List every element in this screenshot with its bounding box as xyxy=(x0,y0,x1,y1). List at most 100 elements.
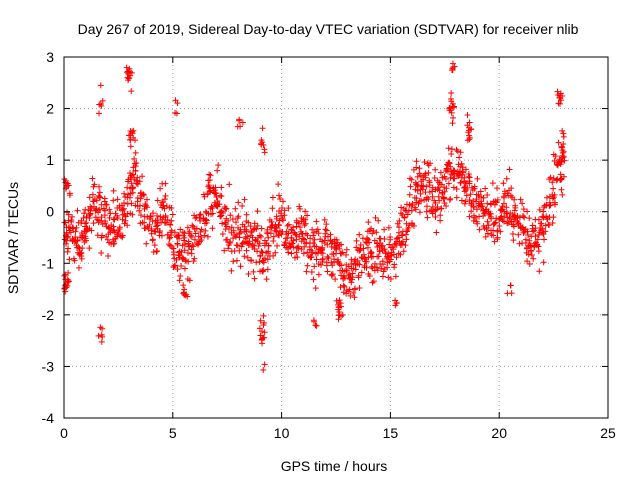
y-axis-label: SDTVAR / TECUs xyxy=(5,182,21,294)
data-point-marker xyxy=(377,239,384,246)
data-point-marker xyxy=(517,196,524,203)
data-point-marker xyxy=(414,187,421,194)
data-point-marker xyxy=(504,290,511,297)
y-tick-label: 0 xyxy=(46,204,54,220)
data-point-marker xyxy=(270,233,277,240)
data-point-marker xyxy=(327,231,334,238)
data-point-marker xyxy=(221,247,228,254)
data-point-marker xyxy=(281,207,288,214)
data-point-marker xyxy=(524,258,531,265)
data-point-marker xyxy=(558,176,565,183)
data-point-marker xyxy=(543,213,550,220)
data-point-marker xyxy=(341,274,348,281)
data-point-marker xyxy=(432,166,439,173)
x-tick-labels: 0 5 10 15 20 25 xyxy=(60,425,616,441)
data-point-marker xyxy=(526,242,533,249)
data-point-marker xyxy=(403,228,410,235)
data-point-marker xyxy=(398,232,405,239)
data-point-marker xyxy=(230,227,237,234)
data-point-marker xyxy=(497,228,504,235)
data-point-marker xyxy=(319,255,326,262)
data-point-marker xyxy=(132,168,139,175)
data-point-marker xyxy=(433,206,440,213)
data-point-marker xyxy=(445,180,452,187)
data-point-marker xyxy=(71,257,78,264)
data-point-marker xyxy=(130,171,137,178)
data-point-marker xyxy=(142,202,149,209)
data-point-marker xyxy=(450,184,457,191)
data-point-marker xyxy=(526,215,533,222)
data-point-marker xyxy=(219,231,226,238)
data-point-marker xyxy=(218,193,225,200)
data-point-marker xyxy=(484,230,491,237)
data-point-marker xyxy=(137,190,144,197)
data-point-marker xyxy=(489,180,496,187)
data-point-marker xyxy=(453,186,460,193)
data-point-marker xyxy=(471,183,478,190)
data-point-marker xyxy=(111,216,118,223)
data-point-marker xyxy=(97,194,104,201)
data-point-marker xyxy=(212,190,219,197)
data-point-marker xyxy=(184,249,191,256)
data-point-marker xyxy=(334,239,341,246)
data-point-marker xyxy=(457,149,464,156)
data-point-marker xyxy=(481,209,488,216)
data-point-marker xyxy=(186,228,193,235)
data-point-marker xyxy=(351,286,358,293)
data-point-marker xyxy=(550,185,557,192)
data-point-marker xyxy=(154,197,161,204)
data-point-marker xyxy=(168,204,175,211)
data-point-marker xyxy=(93,197,100,204)
data-point-marker xyxy=(239,119,246,126)
data-point-marker xyxy=(226,181,233,188)
data-point-marker xyxy=(154,217,161,224)
data-point-marker xyxy=(535,216,542,223)
data-point-marker xyxy=(343,251,350,258)
data-point-marker xyxy=(466,124,473,131)
data-point-marker xyxy=(454,148,461,155)
data-point-marker xyxy=(381,246,388,253)
x-tick-label: 10 xyxy=(274,425,290,441)
data-point-marker xyxy=(449,120,456,127)
data-point-marker xyxy=(110,238,117,245)
data-point-marker xyxy=(236,247,243,254)
data-point-marker xyxy=(385,224,392,231)
data-point-marker xyxy=(541,236,548,243)
data-point-marker xyxy=(255,242,262,249)
data-point-marker xyxy=(174,241,181,248)
data-point-marker xyxy=(203,216,210,223)
data-point-marker xyxy=(391,264,398,271)
data-point-marker xyxy=(206,188,213,195)
data-point-marker xyxy=(264,256,271,263)
data-point-marker xyxy=(506,214,513,221)
data-point-marker xyxy=(432,213,439,220)
data-point-marker xyxy=(466,180,473,187)
data-point-marker xyxy=(202,227,209,234)
data-point-marker xyxy=(447,95,454,102)
data-point-marker xyxy=(365,219,372,226)
data-point-marker xyxy=(319,256,326,263)
data-point-marker xyxy=(88,227,95,234)
data-point-marker xyxy=(184,224,191,231)
data-point-marker xyxy=(409,201,416,208)
data-point-marker xyxy=(198,226,205,233)
data-point-marker xyxy=(296,203,303,210)
data-point-marker xyxy=(357,241,364,248)
data-point-marker xyxy=(258,336,265,343)
data-point-marker xyxy=(288,250,295,257)
data-point-marker xyxy=(237,123,244,130)
data-point-marker xyxy=(131,176,138,183)
data-point-marker xyxy=(296,233,303,240)
data-point-marker xyxy=(95,219,102,226)
data-point-marker xyxy=(418,182,425,189)
data-point-marker xyxy=(458,160,465,167)
data-point-marker xyxy=(260,259,267,266)
data-point-marker xyxy=(500,218,507,225)
data-point-marker xyxy=(185,258,192,265)
data-point-marker xyxy=(311,263,318,270)
data-point-marker xyxy=(134,194,141,201)
data-point-marker xyxy=(387,256,394,263)
data-point-marker xyxy=(412,206,419,213)
data-point-marker xyxy=(124,222,131,229)
data-point-marker xyxy=(379,273,386,280)
